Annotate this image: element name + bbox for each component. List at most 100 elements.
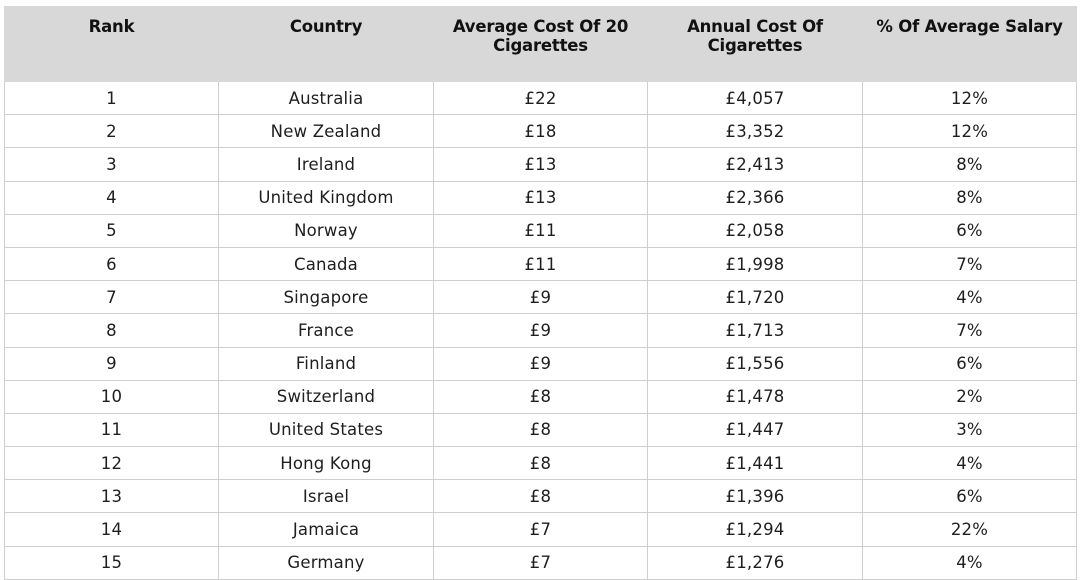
annual-cost-cell: £2,058 [647, 213, 863, 248]
country-cell: Switzerland [218, 379, 434, 414]
salary-percent-cell: 6% [862, 346, 1077, 381]
country-cell: Germany [218, 545, 434, 580]
annual-cost-cell: £3,352 [647, 114, 863, 149]
table-row: 4 United Kingdom £13 £2,366 8% [4, 180, 1077, 215]
salary-percent-cell: 4% [862, 280, 1077, 315]
salary-percent-cell: 6% [862, 213, 1077, 248]
annual-cost-cell: £1,720 [647, 280, 863, 315]
average-cost-cell: £13 [433, 147, 648, 182]
table-row: 7 Singapore £9 £1,720 4% [4, 280, 1077, 315]
salary-percent-cell: 12% [862, 114, 1077, 149]
table-row: 2 New Zealand £18 £3,352 12% [4, 114, 1077, 149]
rank-cell: 15 [4, 545, 219, 580]
header-salary-percent: % Of Average Salary [862, 6, 1077, 82]
country-cell: Australia [218, 80, 434, 116]
country-cell: Ireland [218, 147, 434, 182]
annual-cost-cell: £1,556 [647, 346, 863, 381]
table-row: 10 Switzerland £8 £1,478 2% [4, 379, 1077, 414]
rank-cell: 6 [4, 246, 219, 282]
annual-cost-cell: £1,447 [647, 412, 863, 448]
rank-cell: 3 [4, 147, 219, 182]
average-cost-cell: £13 [433, 180, 648, 215]
header-average-cost: Average Cost Of 20 Cigarettes [433, 6, 648, 82]
average-cost-cell: £8 [433, 412, 648, 448]
annual-cost-cell: £1,478 [647, 379, 863, 414]
salary-percent-cell: 8% [862, 180, 1077, 215]
country-cell: United Kingdom [218, 180, 434, 215]
rank-cell: 9 [4, 346, 219, 381]
annual-cost-cell: £1,998 [647, 246, 863, 282]
average-cost-cell: £8 [433, 446, 648, 481]
salary-percent-cell: 12% [862, 80, 1077, 116]
country-cell: France [218, 313, 434, 348]
country-cell: Israel [218, 479, 434, 514]
table-row: 3 Ireland £13 £2,413 8% [4, 147, 1077, 182]
table-row: 6 Canada £11 £1,998 7% [4, 246, 1077, 282]
rank-cell: 11 [4, 412, 219, 448]
country-cell: Canada [218, 246, 434, 282]
salary-percent-cell: 6% [862, 479, 1077, 514]
average-cost-cell: £9 [433, 346, 648, 381]
average-cost-cell: £8 [433, 379, 648, 414]
average-cost-cell: £22 [433, 80, 648, 116]
header-rank: Rank [4, 6, 219, 82]
average-cost-cell: £18 [433, 114, 648, 149]
annual-cost-cell: £1,713 [647, 313, 863, 348]
annual-cost-cell: £1,294 [647, 512, 863, 547]
annual-cost-cell: £1,441 [647, 446, 863, 481]
table-row: 12 Hong Kong £8 £1,441 4% [4, 446, 1077, 481]
table-row: 5 Norway £11 £2,058 6% [4, 213, 1077, 248]
rank-cell: 1 [4, 80, 219, 116]
rank-cell: 13 [4, 479, 219, 514]
annual-cost-cell: £2,413 [647, 147, 863, 182]
salary-percent-cell: 4% [862, 446, 1077, 481]
salary-percent-cell: 3% [862, 412, 1077, 448]
country-cell: Finland [218, 346, 434, 381]
average-cost-cell: £11 [433, 246, 648, 282]
table-row: 9 Finland £9 £1,556 6% [4, 346, 1077, 381]
annual-cost-cell: £2,366 [647, 180, 863, 215]
rank-cell: 14 [4, 512, 219, 547]
header-country: Country [218, 6, 434, 82]
annual-cost-cell: £1,396 [647, 479, 863, 514]
salary-percent-cell: 2% [862, 379, 1077, 414]
cigarette-cost-table-container: Rank Country Average Cost Of 20 Cigarett… [4, 6, 1077, 580]
table-row: 8 France £9 £1,713 7% [4, 313, 1077, 348]
rank-cell: 5 [4, 213, 219, 248]
average-cost-cell: £7 [433, 512, 648, 547]
rank-cell: 2 [4, 114, 219, 149]
header-row: Rank Country Average Cost Of 20 Cigarett… [4, 6, 1077, 82]
average-cost-cell: £7 [433, 545, 648, 580]
average-cost-cell: £8 [433, 479, 648, 514]
cigarette-cost-table: Rank Country Average Cost Of 20 Cigarett… [4, 6, 1077, 580]
country-cell: Hong Kong [218, 446, 434, 481]
table-body: 1 Australia £22 £4,057 12% 2 New Zealand £18 £3,… [4, 80, 1077, 580]
table-row: 13 Israel £8 £1,396 6% [4, 479, 1077, 514]
annual-cost-cell: £4,057 [647, 80, 863, 116]
country-cell: Singapore [218, 280, 434, 315]
rank-cell: 8 [4, 313, 219, 348]
salary-percent-cell: 7% [862, 246, 1077, 282]
table-row: 1 Australia £22 £4,057 12% [4, 80, 1077, 116]
salary-percent-cell: 22% [862, 512, 1077, 547]
salary-percent-cell: 4% [862, 545, 1077, 580]
table-row: 15 Germany £7 £1,276 4% [4, 545, 1077, 580]
rank-cell: 4 [4, 180, 219, 215]
header-annual-cost: Annual Cost Of Cigarettes [647, 6, 863, 82]
country-cell: New Zealand [218, 114, 434, 149]
average-cost-cell: £9 [433, 280, 648, 315]
rank-cell: 10 [4, 379, 219, 414]
country-cell: Norway [218, 213, 434, 248]
table-row: 11 United States £8 £1,447 3% [4, 412, 1077, 448]
table-row: 14 Jamaica £7 £1,294 22% [4, 512, 1077, 547]
salary-percent-cell: 8% [862, 147, 1077, 182]
average-cost-cell: £11 [433, 213, 648, 248]
table-header: Rank Country Average Cost Of 20 Cigarett… [4, 6, 1077, 82]
country-cell: United States [218, 412, 434, 448]
average-cost-cell: £9 [433, 313, 648, 348]
rank-cell: 12 [4, 446, 219, 481]
salary-percent-cell: 7% [862, 313, 1077, 348]
annual-cost-cell: £1,276 [647, 545, 863, 580]
country-cell: Jamaica [218, 512, 434, 547]
rank-cell: 7 [4, 280, 219, 315]
